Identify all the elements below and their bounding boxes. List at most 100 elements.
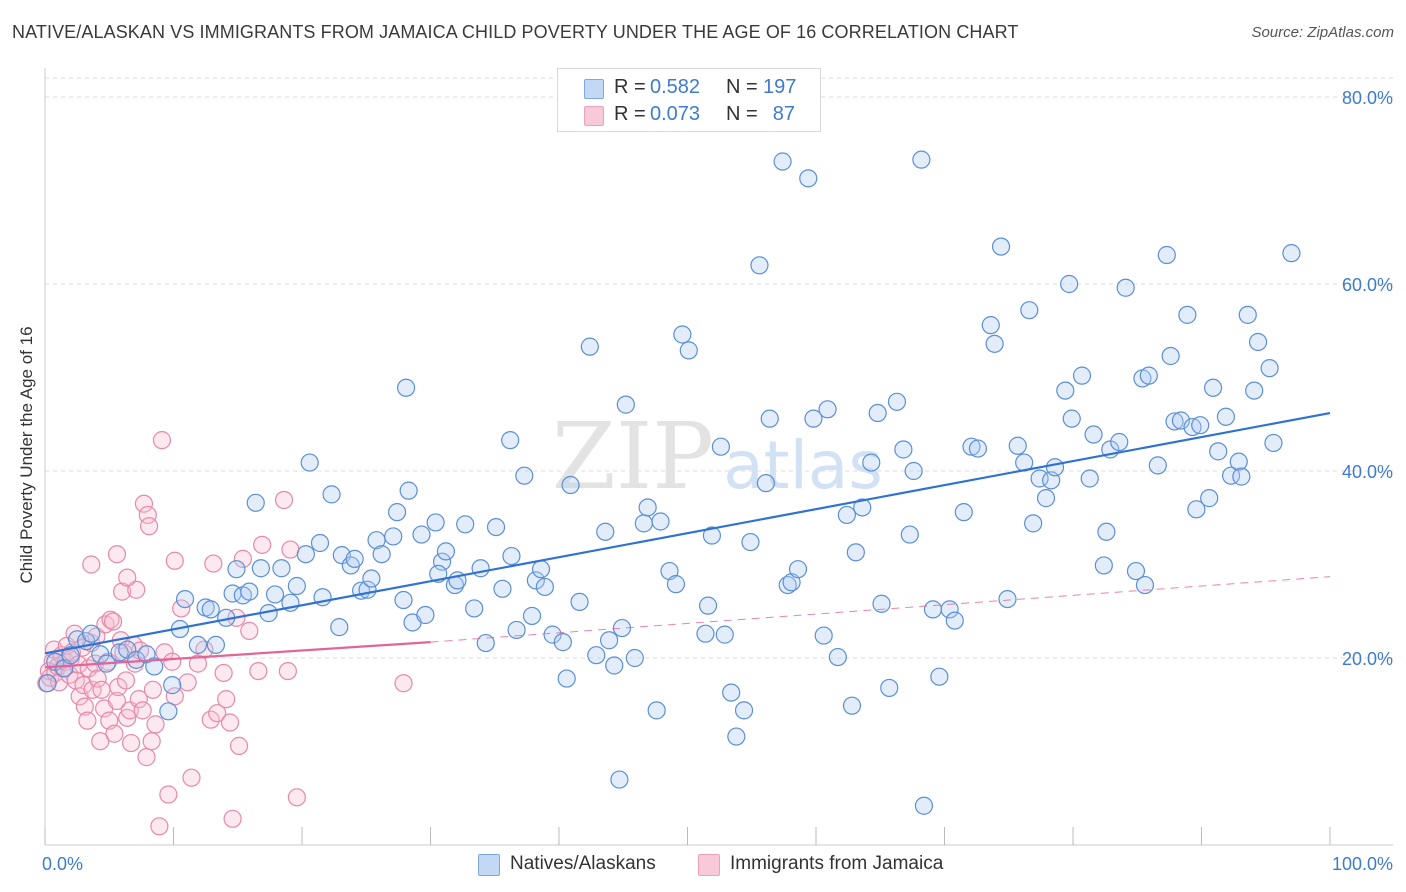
natives-point: [612, 618, 632, 638]
n-label: N =: [726, 76, 758, 98]
jamaica-point: [172, 599, 191, 618]
jamaica-point: [107, 545, 127, 564]
jamaica-point: [163, 652, 182, 671]
natives-point: [846, 543, 865, 562]
natives-point: [587, 646, 606, 665]
natives-point: [526, 571, 545, 590]
natives-point: [1116, 278, 1135, 297]
natives-point: [1072, 366, 1092, 385]
natives-point: [1139, 366, 1158, 385]
jamaica-point: [182, 768, 201, 787]
natives-point: [880, 678, 899, 698]
natives-point: [1060, 274, 1079, 294]
jamaica-point: [152, 431, 172, 450]
natives-point: [1008, 436, 1027, 455]
natives-point: [616, 395, 635, 414]
natives-point: [625, 648, 644, 668]
n-value: 87: [772, 103, 795, 125]
natives-point: [1157, 245, 1176, 265]
natives-point: [465, 599, 484, 618]
natives-point: [201, 600, 220, 619]
natives-point: [638, 498, 657, 517]
natives-point: [1264, 433, 1283, 453]
natives-point: [1126, 561, 1146, 581]
natives-point: [1248, 332, 1268, 352]
natives-point: [773, 152, 792, 171]
jamaica-point: [92, 680, 111, 699]
natives-point: [968, 439, 988, 458]
natives-point: [507, 620, 526, 640]
natives-point: [666, 575, 686, 594]
r-value: 0.582: [650, 76, 701, 98]
gridlines: [45, 77, 1393, 659]
natives-point: [175, 589, 195, 609]
natives-point: [1282, 244, 1301, 263]
natives-point: [145, 657, 164, 676]
natives-point: [1191, 416, 1210, 435]
natives-point: [799, 169, 818, 188]
natives-point: [651, 512, 670, 531]
jamaica-point: [204, 554, 223, 573]
natives-point: [55, 659, 74, 678]
natives-point: [904, 461, 923, 481]
natives-point: [557, 669, 576, 688]
natives-points: [38, 150, 1301, 815]
natives-point: [660, 561, 679, 581]
axes: [44, 68, 1393, 846]
natives-point: [396, 378, 416, 397]
natives-point: [1056, 381, 1075, 400]
jamaica-point: [82, 555, 101, 574]
natives-point: [760, 409, 779, 428]
jamaica-point: [233, 549, 252, 568]
natives-point: [750, 256, 769, 275]
natives-point: [522, 606, 542, 626]
natives-point: [1161, 346, 1180, 366]
jamaica-point: [150, 817, 169, 836]
swatch-natives: [584, 79, 604, 99]
stats-row-jamaica: R = 0.073 N = 87: [558, 101, 820, 129]
natives-point: [553, 633, 572, 652]
natives-point: [991, 237, 1011, 256]
natives-point: [998, 589, 1017, 609]
natives-point: [1178, 305, 1197, 324]
natives-point: [696, 624, 715, 643]
natives-point: [1187, 500, 1206, 519]
natives-point: [818, 400, 837, 419]
jamaica-point: [220, 713, 240, 732]
natives-point: [954, 503, 973, 522]
watermark-zip: ZIP: [552, 403, 714, 510]
jamaica-point: [139, 517, 159, 536]
natives-point: [362, 569, 381, 588]
n-label: N =: [726, 103, 758, 125]
jamaica-trend-extension: [430, 576, 1331, 643]
natives-point: [1229, 452, 1248, 471]
natives-point: [1097, 522, 1116, 541]
natives-point: [837, 505, 856, 525]
stats-row-natives: R = 0.582 N = 197: [558, 74, 820, 102]
natives-point: [814, 626, 833, 645]
natives-point: [82, 624, 101, 643]
natives-point: [159, 702, 178, 721]
legend-label-jamaica: Immigrants from Jamaica: [730, 853, 944, 874]
natives-point: [634, 514, 653, 533]
natives-point: [384, 527, 403, 546]
r-value: 0.073: [650, 103, 701, 125]
natives-point: [486, 517, 506, 537]
jamaica-point: [165, 551, 184, 570]
legend-swatch-natives: [478, 854, 500, 876]
natives-point: [1045, 458, 1065, 477]
natives-point: [416, 605, 435, 625]
watermark: ZIP atlas: [552, 403, 883, 510]
natives-point: [38, 674, 57, 693]
natives-point: [702, 526, 722, 545]
jamaica-point: [229, 736, 249, 755]
natives-point: [1203, 378, 1223, 397]
natives-point: [1080, 469, 1099, 488]
natives-point: [788, 560, 808, 579]
natives-point: [531, 560, 551, 579]
natives-point: [734, 701, 754, 720]
natives-point: [1200, 489, 1219, 508]
jamaica-point: [253, 535, 272, 554]
natives-point: [580, 337, 599, 356]
